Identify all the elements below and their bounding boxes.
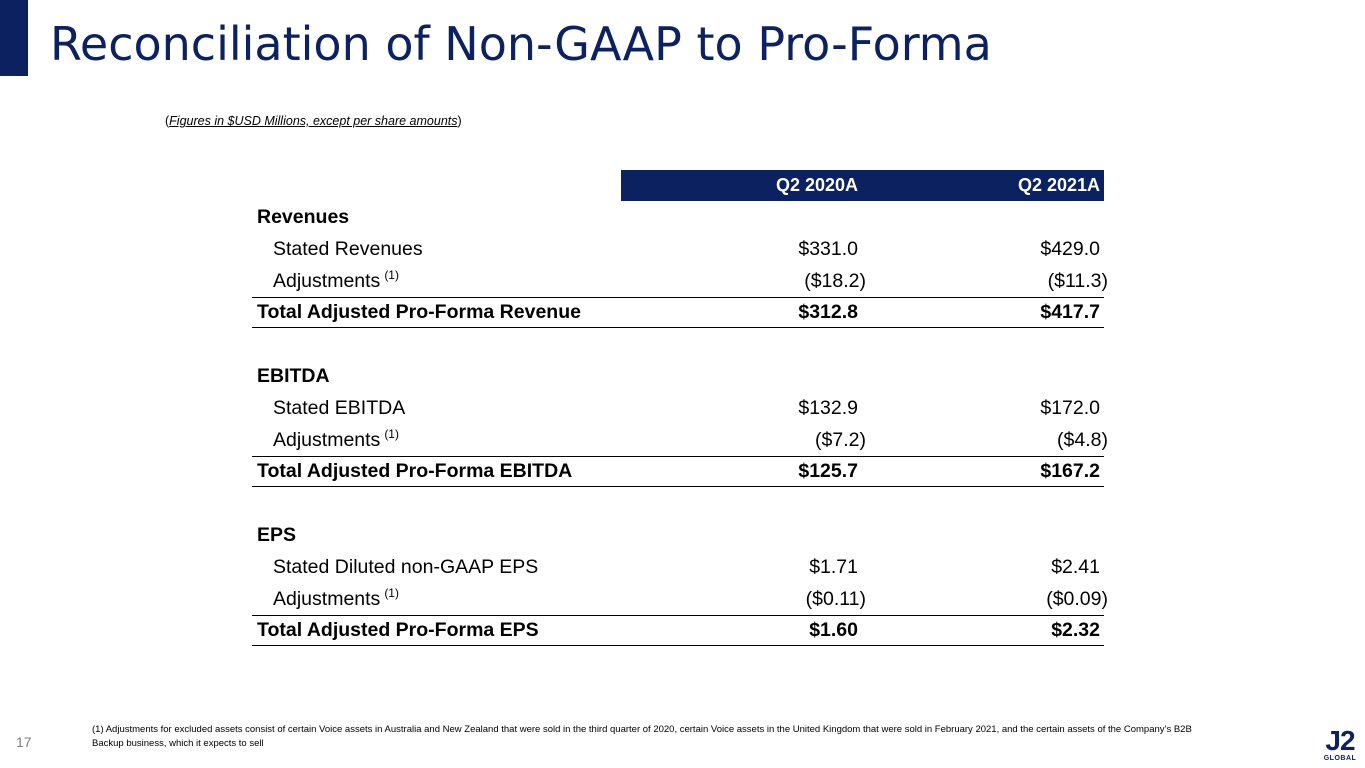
- page-number: 17: [16, 734, 32, 750]
- table-row-ebitda-adjustments: Adjustments (1) ($7.2) ($4.8): [252, 424, 1108, 456]
- value-q2-2021: ($4.8): [1057, 429, 1108, 451]
- value-q2-2021: ($11.3): [1047, 270, 1108, 292]
- row-label: Stated Revenues: [273, 238, 423, 260]
- figures-note-close: ): [457, 114, 462, 128]
- section-heading-eps: EPS: [252, 519, 1104, 551]
- reconciliation-table: Q2 2020A Q2 2021A Revenues Stated Revenu…: [252, 170, 1108, 646]
- value-q2-2020: $331.0: [798, 238, 858, 260]
- table-header-row: Q2 2020A Q2 2021A: [252, 170, 1104, 201]
- row-label: Total Adjusted Pro-Forma EPS: [257, 619, 539, 641]
- figures-note: (Figures in $USD Millions, except per sh…: [165, 114, 462, 128]
- row-label: Revenues: [257, 206, 350, 228]
- row-label: Total Adjusted Pro-Forma Revenue: [257, 301, 581, 323]
- value-q2-2020: ($7.2): [815, 429, 866, 451]
- value-q2-2021: $172.0: [1040, 397, 1100, 419]
- row-label: Stated Diluted non-GAAP EPS: [273, 556, 539, 578]
- value-q2-2021: ($0.09): [1046, 588, 1108, 610]
- value-q2-2020: ($18.2): [804, 270, 866, 292]
- row-label: EPS: [257, 524, 297, 546]
- value-q2-2020: ($0.11): [805, 588, 866, 610]
- footnote-marker: (1): [384, 268, 399, 282]
- logo-mark: J2: [1325, 725, 1355, 756]
- figures-note-open: (: [165, 114, 170, 128]
- figures-note-text: Figures in $USD Millions, except per sha…: [169, 114, 458, 128]
- adjustments-label: Adjustments: [273, 588, 381, 610]
- title-accent-bar: [0, 0, 28, 76]
- header-band: [621, 170, 1104, 201]
- value-q2-2021: $429.0: [1040, 238, 1100, 260]
- row-label: Total Adjusted Pro-Forma EBITDA: [257, 460, 573, 482]
- value-q2-2020: $132.9: [798, 397, 858, 419]
- column-header-q2-2021: Q2 2021A: [1017, 175, 1100, 195]
- j2-global-logo: J2 GLOBAL: [1318, 727, 1362, 763]
- table-row-stated-revenues: Stated Revenues $331.0 $429.0: [252, 233, 1104, 265]
- row-label: EBITDA: [257, 365, 330, 387]
- value-q2-2020: $125.7: [798, 460, 858, 482]
- page-title: Reconciliation of Non-GAAP to Pro-Forma: [50, 17, 992, 71]
- footnote-marker: (1): [384, 427, 399, 441]
- value-q2-2021: $417.7: [1040, 301, 1100, 323]
- footnote-marker: (1): [384, 586, 399, 600]
- table-row-stated-ebitda: Stated EBITDA $132.9 $172.0: [252, 392, 1104, 424]
- value-q2-2020: $1.60: [809, 619, 858, 641]
- section-spacer: [252, 328, 1104, 360]
- row-label: Adjustments (1): [273, 424, 399, 456]
- value-q2-2020: $1.71: [809, 556, 858, 578]
- table-row-eps-adjustments: Adjustments (1) ($0.11) ($0.09): [252, 583, 1108, 615]
- value-q2-2021: $2.32: [1051, 619, 1100, 641]
- footnote: (1) Adjustments for excluded assets cons…: [92, 724, 1192, 749]
- section-heading-ebitda: EBITDA: [252, 360, 1104, 392]
- row-label: Adjustments (1): [273, 265, 399, 297]
- table-row-total-revenue: Total Adjusted Pro-Forma Revenue $312.8 …: [252, 297, 1104, 328]
- table-row-revenue-adjustments: Adjustments (1) ($18.2) ($11.3): [252, 265, 1108, 297]
- section-spacer: [252, 487, 1104, 519]
- adjustments-label: Adjustments: [273, 270, 381, 292]
- column-header-q2-2020: Q2 2020A: [775, 175, 858, 195]
- section-heading-revenues: Revenues: [252, 201, 1104, 233]
- table-row-total-ebitda: Total Adjusted Pro-Forma EBITDA $125.7 $…: [252, 456, 1104, 487]
- value-q2-2021: $167.2: [1040, 460, 1100, 482]
- logo-wordmark: GLOBAL: [1323, 755, 1357, 762]
- adjustments-label: Adjustments: [273, 429, 381, 451]
- value-q2-2020: $312.8: [798, 301, 858, 323]
- row-label: Adjustments (1): [273, 583, 399, 615]
- row-label: Stated EBITDA: [273, 397, 406, 419]
- table-row-total-eps: Total Adjusted Pro-Forma EPS $1.60 $2.32: [252, 615, 1104, 646]
- value-q2-2021: $2.41: [1051, 556, 1100, 578]
- table-row-stated-eps: Stated Diluted non-GAAP EPS $1.71 $2.41: [252, 551, 1104, 583]
